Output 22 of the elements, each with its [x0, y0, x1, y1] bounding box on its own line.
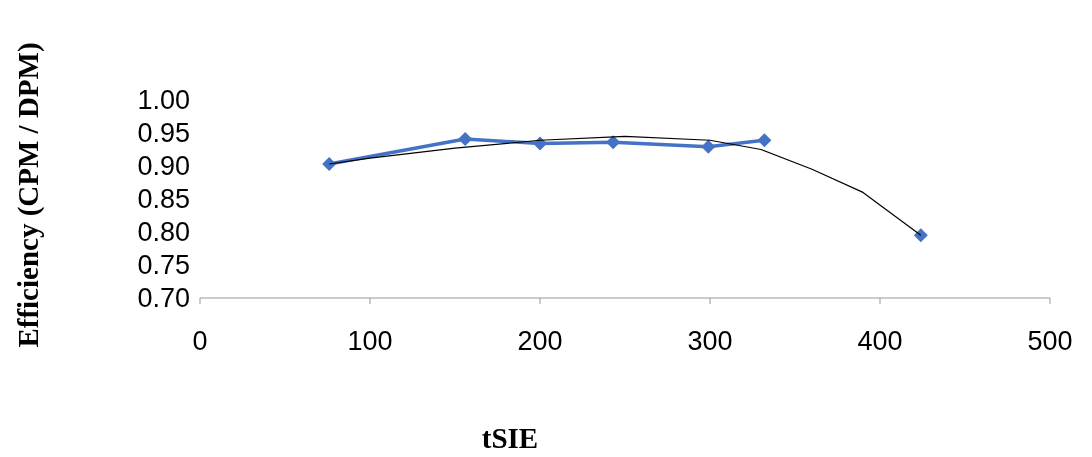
- x-tick-label: 500: [1027, 326, 1073, 356]
- x-tick-label: 0: [192, 326, 208, 356]
- y-tick-label: 1.00: [137, 85, 190, 115]
- y-tick-label: 0.75: [137, 250, 190, 280]
- x-tick-label: 100: [347, 326, 393, 356]
- point: [533, 136, 547, 151]
- x-axis-title: tSIE: [481, 422, 539, 454]
- point: [701, 139, 716, 154]
- point: [458, 131, 473, 146]
- y-tick-label: 0.85: [137, 184, 190, 214]
- y-axis-title: Efficiency (CPM / DPM): [12, 42, 45, 348]
- point: [322, 157, 337, 172]
- y-tick-label: 0.90: [137, 151, 190, 181]
- x-tick-label: 300: [687, 326, 733, 356]
- point: [606, 135, 621, 150]
- x-tick-label: 400: [857, 326, 903, 356]
- x-tick-label: 200: [517, 326, 563, 356]
- point: [757, 133, 772, 148]
- y-tick-label: 0.70: [137, 283, 190, 313]
- y-tick-label: 0.95: [137, 118, 190, 148]
- point: [913, 228, 928, 243]
- y-tick-label: 0.80: [137, 217, 190, 247]
